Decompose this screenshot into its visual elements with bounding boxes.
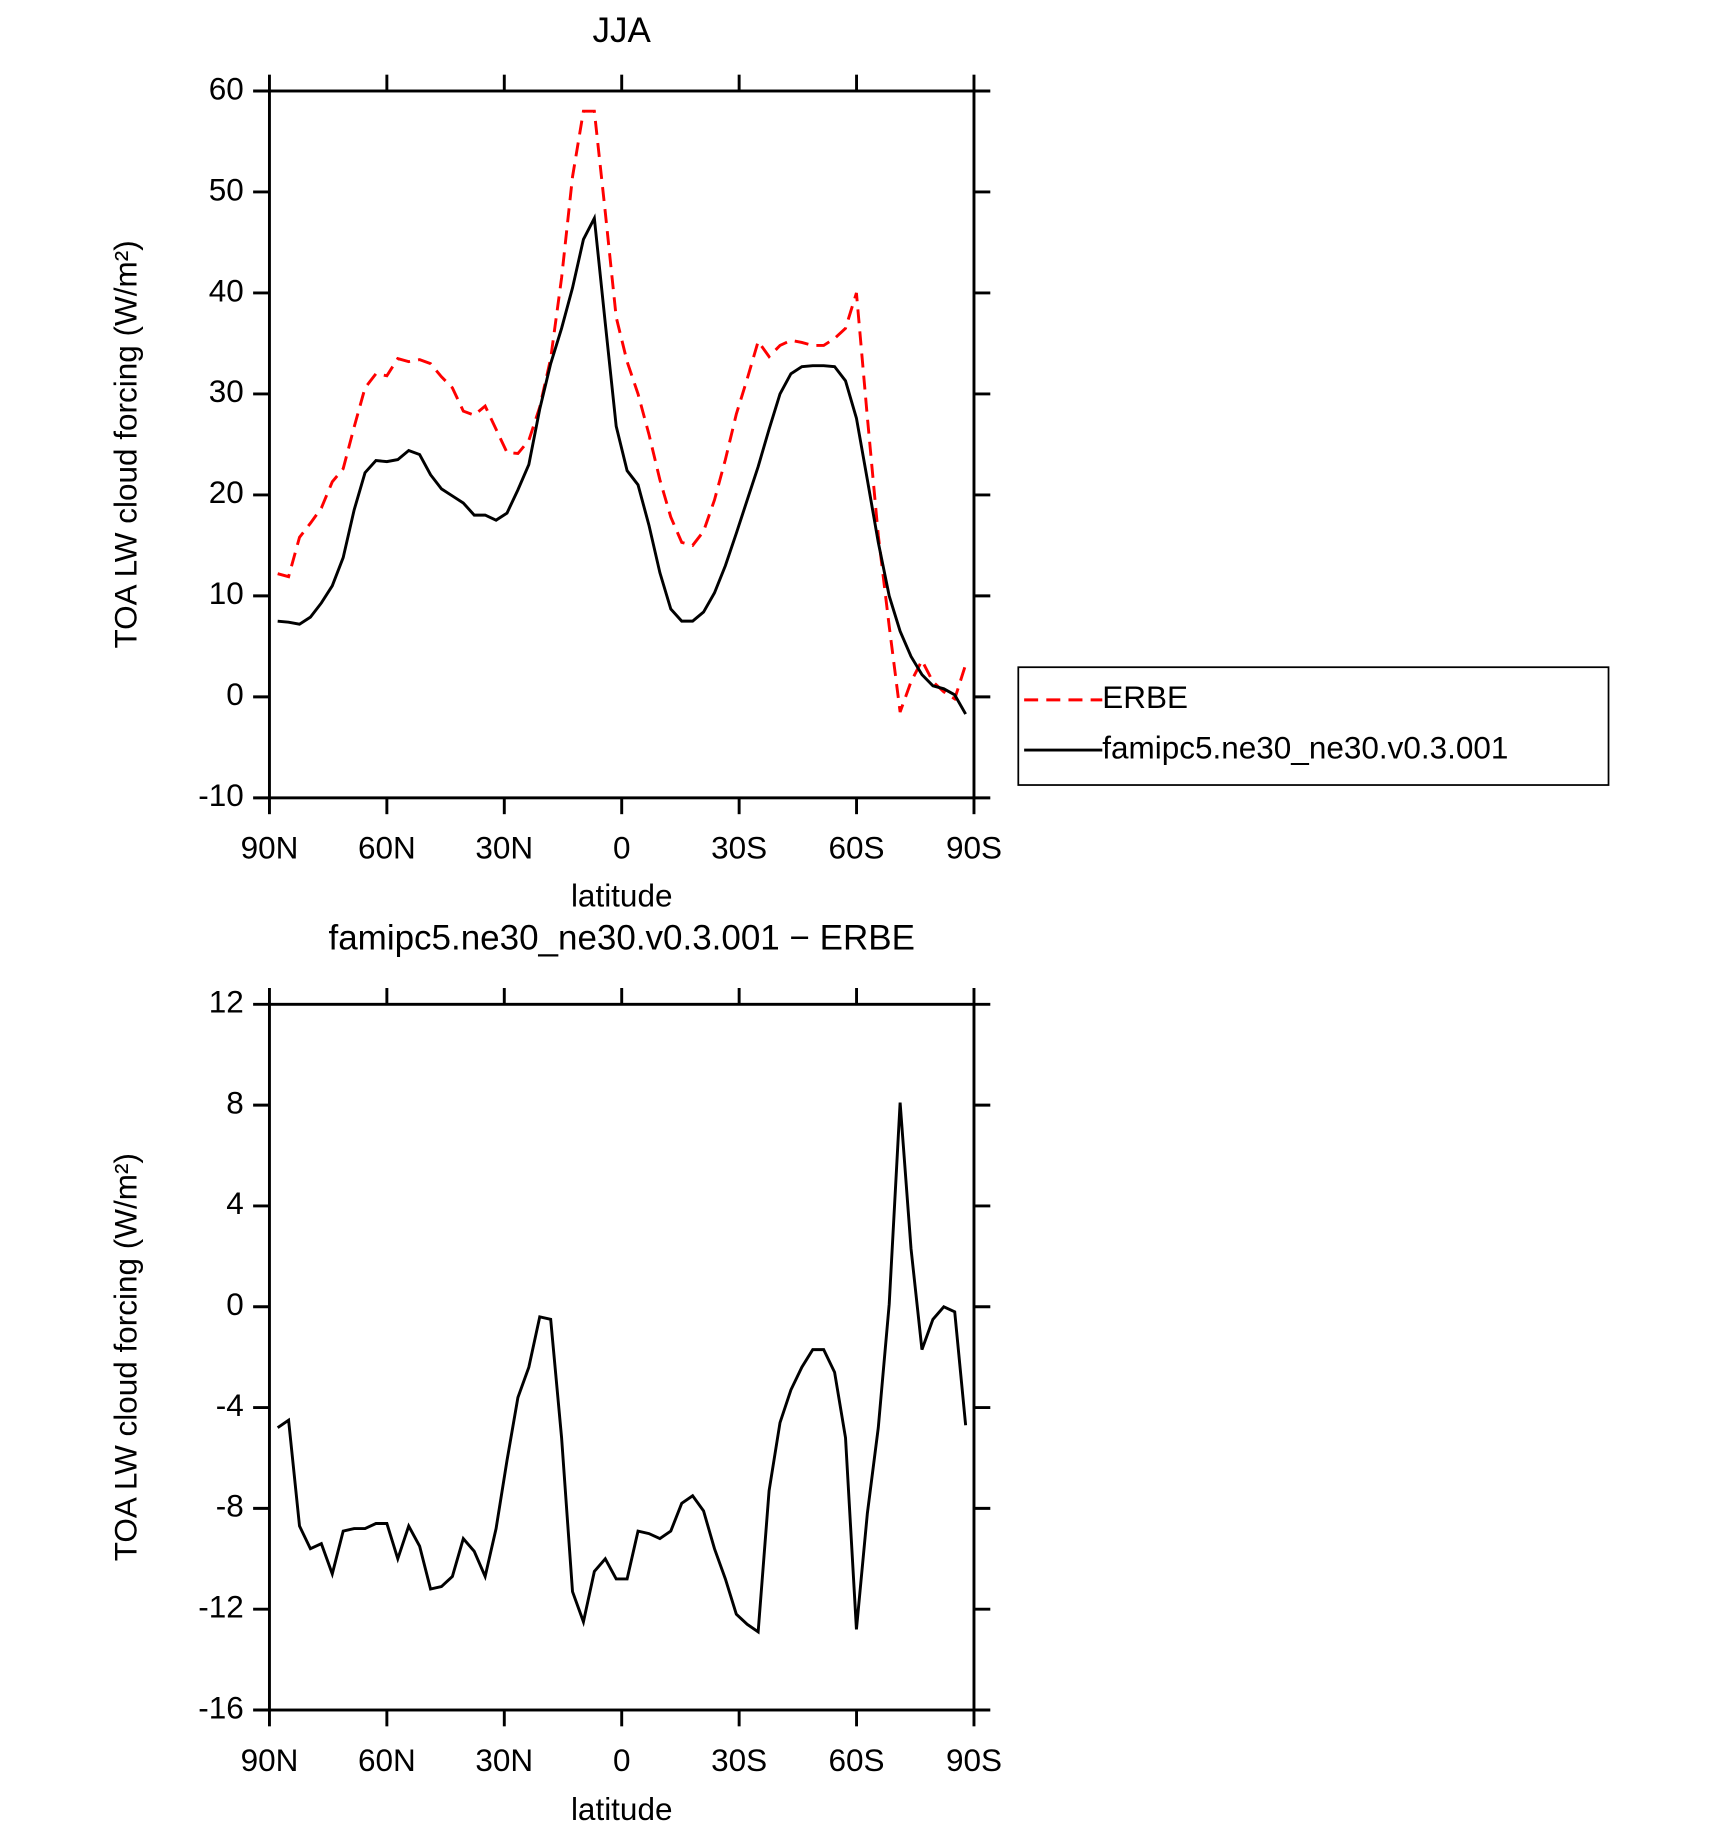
x-axis-label: latitude	[571, 1791, 673, 1822]
x-tick-label: 0	[613, 1742, 631, 1778]
x-tick-label: 30S	[711, 830, 767, 866]
x-tick-label: 60S	[829, 1742, 885, 1778]
plot-frame	[267, 89, 976, 800]
x-axis-label: latitude	[571, 877, 673, 913]
data-line	[277, 109, 968, 713]
y-tick-label: 0	[226, 676, 244, 712]
legend-label: ERBE	[1102, 679, 1188, 715]
x-tick-label: 0	[613, 830, 631, 866]
x-tick-label: 30N	[475, 830, 533, 866]
x-tick-label: 90N	[241, 1742, 299, 1778]
y-tick-label: 4	[226, 1185, 244, 1221]
y-tick-label: 40	[209, 272, 244, 308]
x-tick-label: 90N	[241, 830, 299, 866]
y-axis-label: TOA LW cloud forcing (W/m²)	[108, 1153, 144, 1561]
legend-box	[1017, 666, 1610, 786]
y-tick-label: -4	[216, 1387, 244, 1423]
x-tick-label: 30N	[475, 1742, 533, 1778]
data-line	[276, 1102, 968, 1635]
y-tick-label: 0	[226, 1286, 244, 1322]
chart: famipc5.ne30_ne30.v0.3.001 − ERBE latitud…	[108, 918, 1002, 1822]
y-tick-label: 12	[209, 984, 244, 1020]
legend: ERBE famipc5.ne30_ne30.v0.3.001	[1017, 666, 1610, 786]
chart: JJA latitude TOA LW cloud forcing (W/m²) -1…	[108, 11, 1610, 913]
x-tick-label: 60N	[358, 1742, 416, 1778]
y-tick-label: -8	[216, 1488, 244, 1524]
x-tick-label: 60N	[358, 830, 416, 866]
y-tick-label: 50	[209, 171, 244, 207]
x-tick-label: 60S	[829, 830, 885, 866]
y-axis-label: TOA LW cloud forcing (W/m²)	[108, 240, 144, 648]
chart-title: JJA	[593, 11, 652, 50]
plot-frame	[267, 1002, 976, 1712]
x-tick-label: 30S	[711, 1742, 767, 1778]
legend-label: famipc5.ne30_ne30.v0.3.001	[1102, 729, 1508, 765]
y-tick-label: 60	[209, 70, 244, 106]
x-tick-label: 90S	[946, 830, 1002, 866]
y-tick-label: 8	[226, 1084, 244, 1120]
y-tick-label: 20	[209, 474, 244, 510]
y-tick-label: -16	[198, 1689, 244, 1725]
y-tick-label: 10	[209, 575, 244, 611]
y-tick-label: -12	[198, 1589, 244, 1625]
y-tick-label: -10	[198, 777, 244, 813]
chart-title: famipc5.ne30_ne30.v0.3.001 − ERBE	[329, 918, 915, 957]
data-line	[277, 213, 967, 715]
y-tick-label: 30	[209, 373, 244, 409]
x-tick-label: 90S	[946, 1742, 1002, 1778]
